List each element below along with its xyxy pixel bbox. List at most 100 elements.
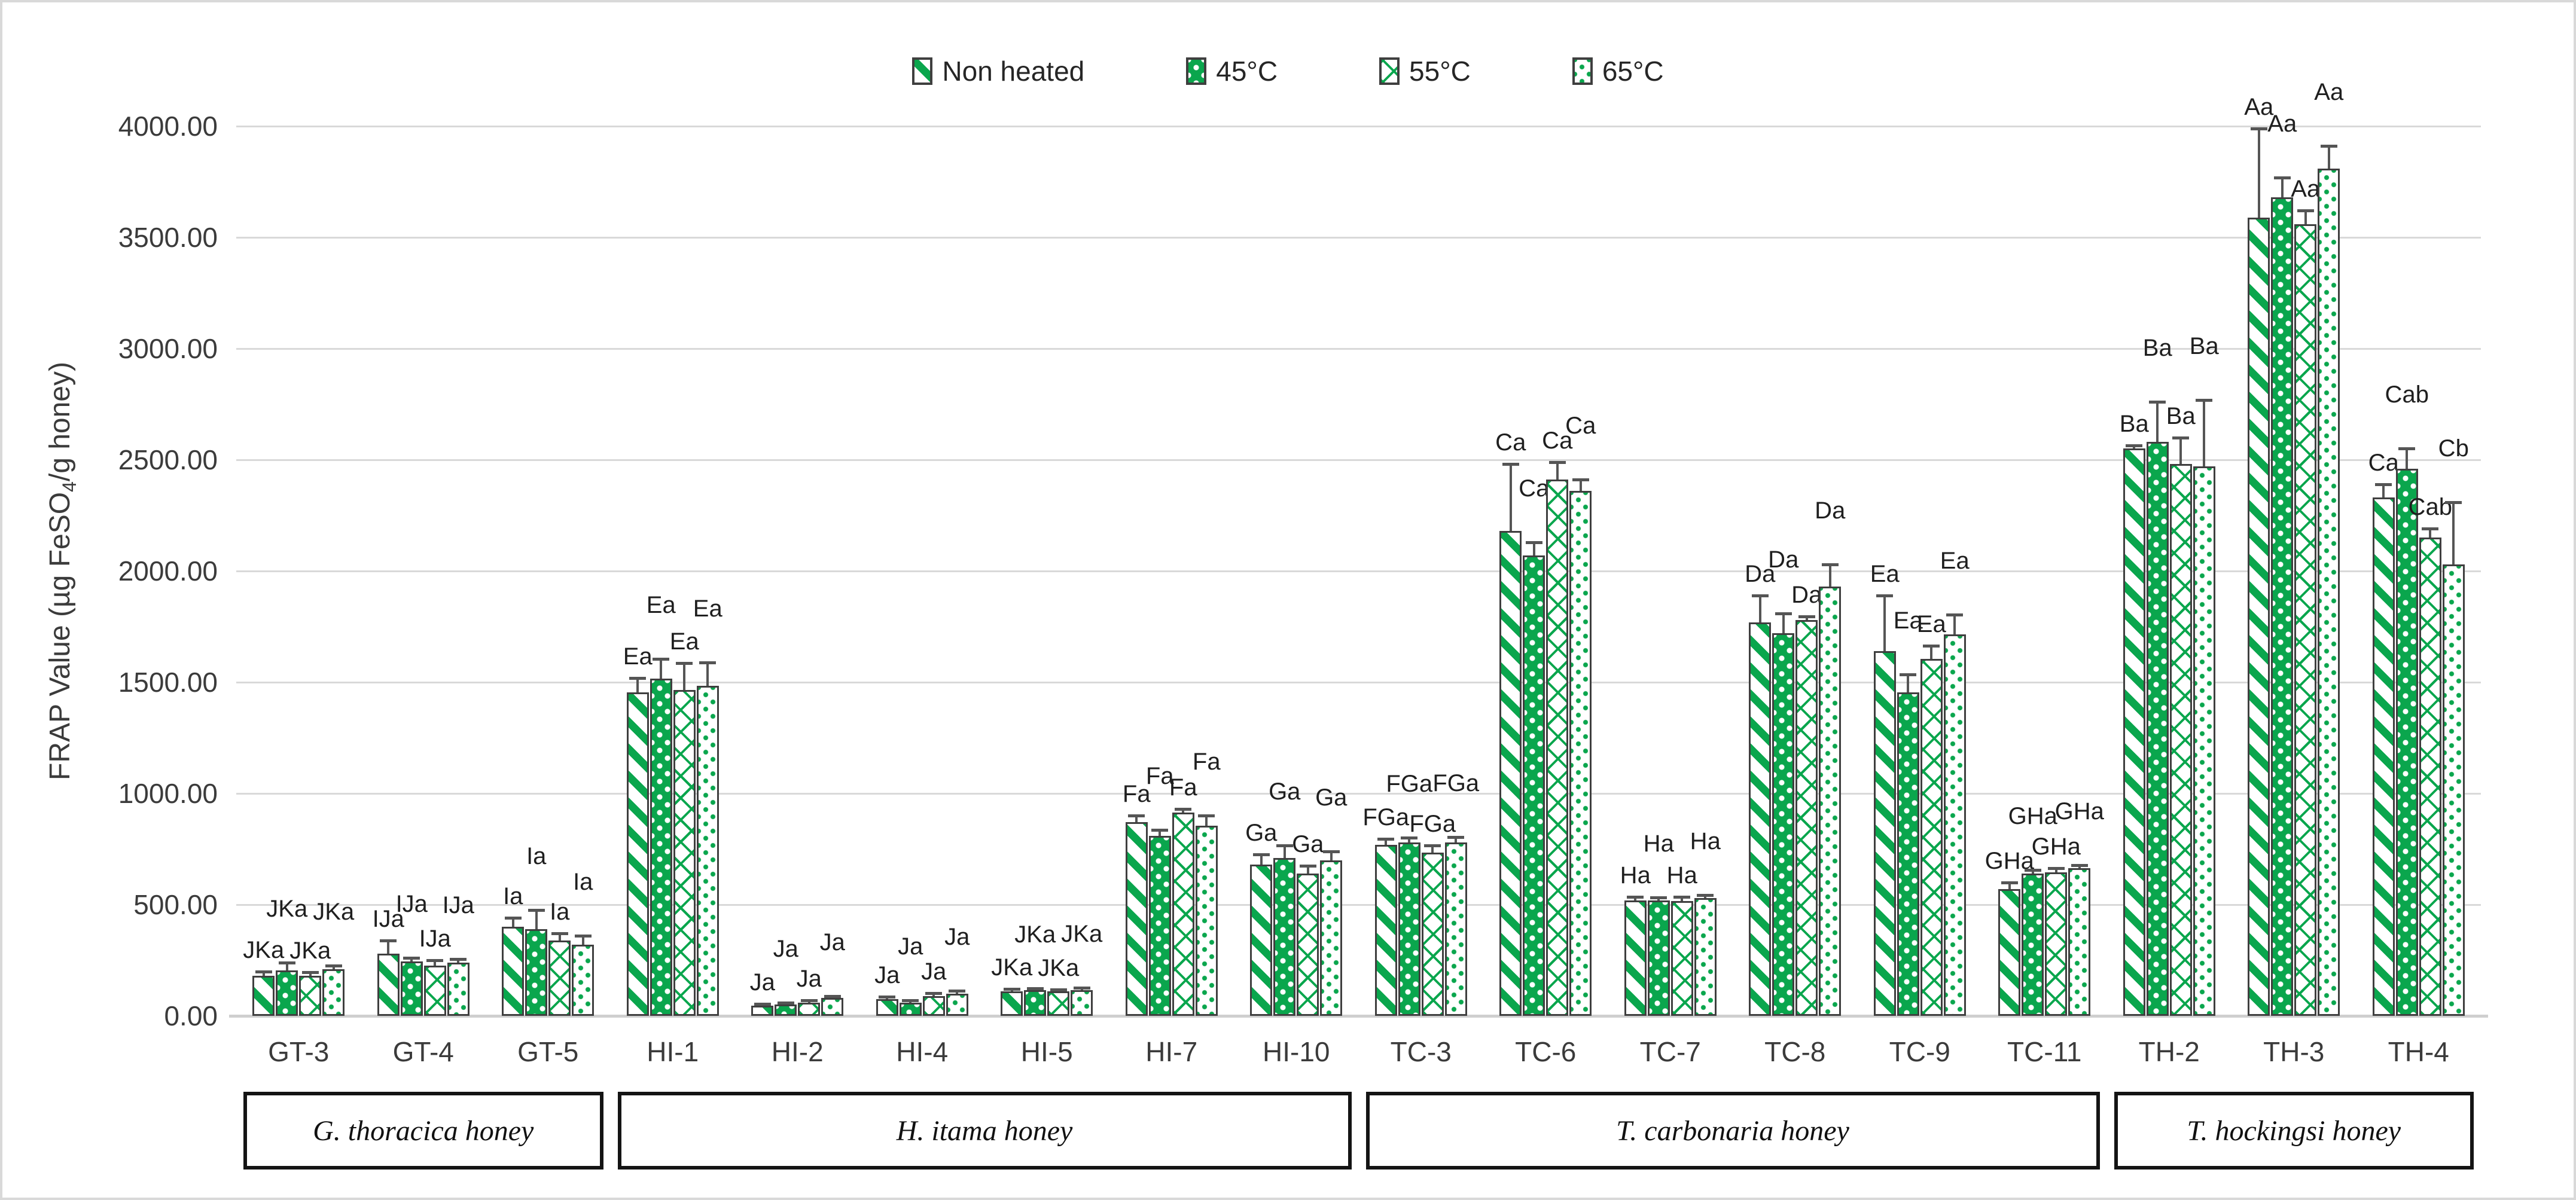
bar-GT-4-55°C bbox=[423, 966, 446, 1016]
error-bar-cap bbox=[528, 909, 545, 912]
error-bar-cap bbox=[2001, 881, 2018, 884]
bar-annotation: Ha bbox=[1643, 830, 1674, 857]
x-tick-label: GT-3 bbox=[268, 1036, 330, 1067]
error-bar bbox=[2452, 502, 2455, 564]
legend-item-Non-heated: Non heated bbox=[912, 55, 1084, 87]
x-tick-label: TH-2 bbox=[2138, 1036, 2200, 1067]
error-bar-cap bbox=[1821, 563, 1839, 566]
error-bar-cap bbox=[1377, 838, 1395, 841]
legend-swatch-diamond-crosshatch bbox=[1379, 57, 1400, 85]
bar-annotation: Da bbox=[1745, 560, 1776, 587]
bar-TC-7-55°C bbox=[1670, 901, 1693, 1016]
error-bar bbox=[2406, 448, 2409, 469]
group-box: H. itama honey bbox=[617, 1092, 1352, 1170]
bar-annotation: Ea bbox=[623, 643, 653, 670]
error-bar bbox=[2156, 402, 2159, 442]
error-bar-cap bbox=[2126, 444, 2143, 447]
error-bar-cap bbox=[2172, 436, 2190, 439]
bar-annotation: Ba bbox=[2189, 332, 2219, 359]
bar-TH-4-55°C bbox=[2419, 538, 2441, 1016]
error-bar bbox=[1930, 645, 1933, 659]
error-bar bbox=[1782, 613, 1785, 634]
error-bar bbox=[1883, 595, 1886, 651]
error-bar bbox=[1532, 542, 1535, 555]
error-bar bbox=[285, 962, 288, 970]
error-bar bbox=[1953, 614, 1956, 634]
error-bar-cap bbox=[1424, 844, 1441, 848]
error-bar-cap bbox=[777, 1001, 794, 1005]
x-tick-label: HI-1 bbox=[647, 1036, 699, 1067]
bar-GT-3-65°C bbox=[322, 969, 345, 1016]
bar-annotation: FGa bbox=[1362, 804, 1410, 831]
error-bar-cap bbox=[1697, 894, 1714, 897]
bar-GT-5-65°C bbox=[572, 944, 595, 1016]
error-bar-cap bbox=[1447, 835, 1465, 839]
legend-item-65°C: 65°C bbox=[1572, 55, 1664, 87]
bar-annotation: Ba bbox=[2142, 335, 2172, 362]
bar-annotation: Da bbox=[1791, 582, 1822, 609]
bar-HI-1-45°C bbox=[650, 679, 672, 1016]
bar-annotation: Cab bbox=[2408, 494, 2452, 521]
bar-TC-7-45°C bbox=[1647, 900, 1670, 1016]
bar-annotation: Ea bbox=[1870, 560, 1900, 587]
bar-annotation: FGa bbox=[1409, 811, 1456, 838]
bar-annotation: Ha bbox=[1690, 828, 1721, 855]
bar-annotation: FGa bbox=[1386, 771, 1433, 798]
error-bar bbox=[683, 663, 686, 690]
legend-swatch-white-dots-on-green bbox=[1186, 57, 1207, 85]
legend-swatch-diagonal-stripes bbox=[912, 57, 933, 85]
error-bar-cap bbox=[2375, 483, 2392, 486]
bar-TC-6-Non-heated bbox=[1499, 531, 1522, 1016]
error-bar bbox=[1205, 816, 1208, 826]
error-bar-cap bbox=[1525, 541, 1542, 544]
legend-label: 55°C bbox=[1409, 56, 1471, 87]
error-bar-cap bbox=[1673, 895, 1691, 899]
bar-annotation: Ha bbox=[1666, 862, 1697, 888]
bar-HI-1-Non-heated bbox=[626, 692, 649, 1016]
legend-label: 45°C bbox=[1216, 56, 1278, 87]
bar-GT-5-45°C bbox=[525, 929, 548, 1016]
bar-annotation: IJa bbox=[372, 905, 404, 932]
bar-TC-8-45°C bbox=[1772, 633, 1795, 1016]
bar-annotation: Ja bbox=[898, 933, 923, 960]
bar-annotation: JKa bbox=[243, 936, 285, 963]
error-bar bbox=[1306, 865, 1309, 874]
error-bar bbox=[434, 960, 437, 966]
error-bar-cap bbox=[278, 961, 295, 964]
bar-annotation: Aa bbox=[2314, 79, 2344, 106]
error-bar bbox=[1681, 896, 1684, 902]
legend-item-45°C: 45°C bbox=[1186, 55, 1278, 87]
bar-HI-2-65°C bbox=[821, 998, 844, 1016]
bar-TH-2-Non-heated bbox=[2123, 448, 2145, 1016]
x-tick-label: TC-8 bbox=[1764, 1036, 1826, 1067]
bar-annotation: FGa bbox=[1432, 770, 1480, 796]
error-bar-cap bbox=[800, 999, 818, 1002]
bar-TC-8-Non-heated bbox=[1749, 622, 1772, 1016]
gridline bbox=[236, 459, 2481, 461]
error-bar bbox=[2179, 437, 2182, 465]
bar-TC-3-45°C bbox=[1398, 842, 1420, 1016]
error-bar bbox=[706, 662, 709, 686]
bar-HI-4-65°C bbox=[946, 993, 968, 1016]
error-bar-cap bbox=[2196, 398, 2213, 402]
bar-TH-3-45°C bbox=[2271, 197, 2294, 1016]
bar-HI-7-65°C bbox=[1195, 825, 1218, 1016]
group-box: T. carbonaria honey bbox=[1365, 1092, 2100, 1170]
bar-TC-11-65°C bbox=[2068, 868, 2091, 1016]
error-bar bbox=[2203, 399, 2206, 467]
bar-annotation: IJa bbox=[442, 892, 474, 919]
bar-annotation: IJa bbox=[419, 926, 451, 952]
x-tick-label: TH-3 bbox=[2263, 1036, 2325, 1067]
error-bar-cap bbox=[1627, 895, 1644, 899]
error-bar-cap bbox=[902, 999, 919, 1002]
error-bar-cap bbox=[426, 959, 444, 962]
error-bar-cap bbox=[629, 676, 647, 680]
bar-annotation: Ha bbox=[1620, 862, 1651, 888]
error-bar bbox=[2054, 868, 2057, 873]
error-bar bbox=[1509, 464, 1512, 532]
bar-annotation: JKa bbox=[1061, 920, 1103, 947]
bar-HI-2-45°C bbox=[775, 1004, 797, 1016]
error-bar-cap bbox=[699, 661, 717, 664]
error-bar bbox=[1828, 564, 1831, 587]
x-tick-label: HI-2 bbox=[771, 1036, 824, 1067]
